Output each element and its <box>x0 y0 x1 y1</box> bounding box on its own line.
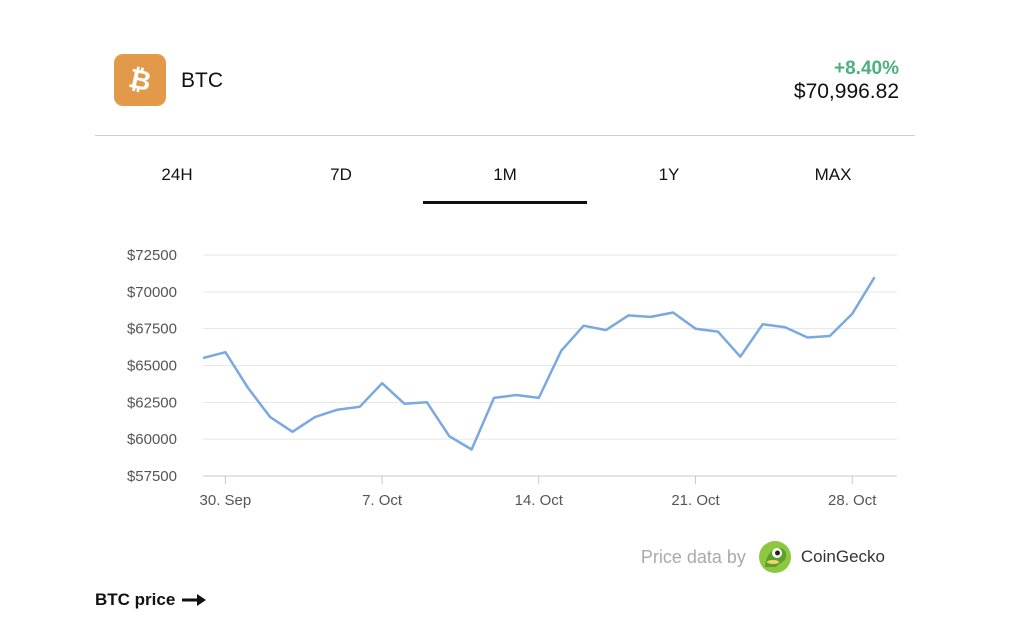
coin-symbol: BTC <box>181 69 223 92</box>
price-widget: ₿ BTC +8.40% $70,996.82 24H 7D 1M 1Y MAX… <box>95 40 915 580</box>
widget-header: ₿ BTC +8.40% $70,996.82 <box>95 40 915 136</box>
current-price: $70,996.82 <box>793 80 899 103</box>
y-tick-label: $65000 <box>127 358 177 375</box>
btc-price-link-label: BTC price <box>95 590 176 609</box>
y-tick-label: $72500 <box>127 247 177 264</box>
timeframe-tabs: 24H 7D 1M 1Y MAX <box>95 136 915 204</box>
x-tick-label: 28. Oct <box>828 492 877 509</box>
btc-price-link[interactable]: BTC price <box>95 590 207 610</box>
tab-1m[interactable]: 1M <box>423 136 587 204</box>
arrow-right-icon <box>182 594 207 606</box>
price-chart[interactable]: $72500 $70000 $67500 $65000 $62500 $60000 $575… <box>95 230 915 520</box>
tab-24h[interactable]: 24H <box>161 165 193 184</box>
tab-1y[interactable]: 1Y <box>658 165 680 184</box>
y-tick-label: $70000 <box>127 284 177 301</box>
price-line <box>202 276 876 451</box>
y-tick-label: $60000 <box>127 431 177 448</box>
svg-text:₿: ₿ <box>126 65 154 95</box>
tab-max[interactable]: MAX <box>814 165 852 184</box>
attribution-prefix: Price data by <box>640 546 746 567</box>
x-tick-label: 30. Sep <box>200 492 252 509</box>
bitcoin-icon: ₿ <box>114 54 166 106</box>
attribution-brand[interactable]: CoinGecko <box>800 547 885 566</box>
coingecko-icon <box>758 541 791 573</box>
attribution: Price data by CoinGecko <box>641 537 885 577</box>
price-block: +8.40% $70,996.82 <box>794 58 899 104</box>
x-tick-label: 7. Oct <box>362 492 403 509</box>
price-change: +8.40% <box>834 58 899 79</box>
tab-7d[interactable]: 7D <box>330 165 352 184</box>
y-tick-label: $57500 <box>127 468 177 485</box>
y-tick-label: $62500 <box>127 394 177 411</box>
y-tick-label: $67500 <box>127 321 177 338</box>
x-tick-label: 21. Oct <box>671 492 720 509</box>
x-tick-label: 14. Oct <box>515 492 564 509</box>
